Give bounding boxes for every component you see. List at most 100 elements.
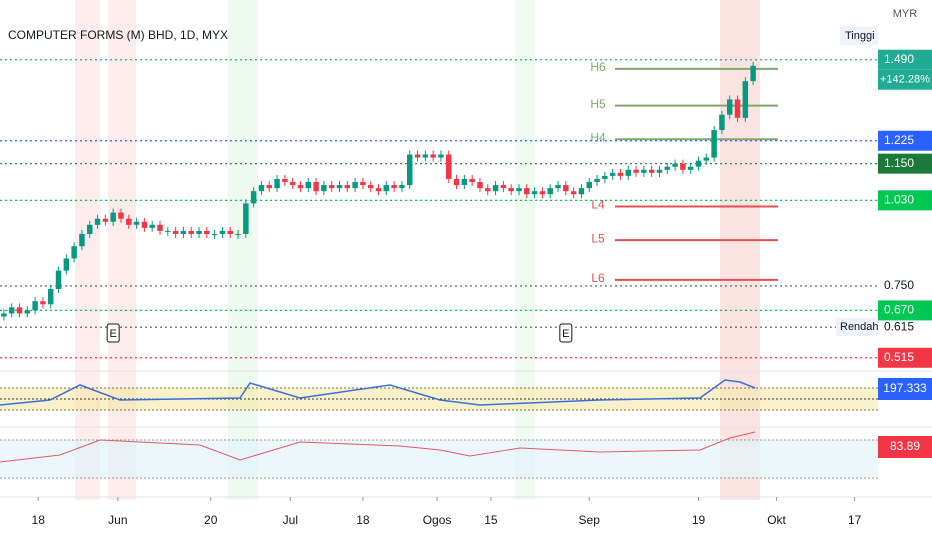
candle: [40, 301, 46, 305]
rsi-label-bg: [878, 436, 932, 458]
earnings-box: [106, 323, 120, 343]
pivot-label: H6: [590, 60, 606, 74]
candle: [258, 185, 265, 192]
pivot-label: L4: [591, 198, 605, 212]
candle: [196, 230, 202, 234]
candle: [126, 218, 132, 225]
candle: [625, 169, 631, 176]
candle: [274, 178, 280, 189]
candle: [328, 185, 335, 189]
candle: [188, 230, 194, 234]
candle: [492, 185, 499, 192]
x-tick-label: Okt: [767, 513, 786, 527]
candle: [383, 185, 390, 192]
candle: [446, 154, 452, 179]
candle: [485, 188, 491, 192]
candle: [586, 182, 592, 189]
earnings-marker: E: [562, 328, 569, 340]
signal-bands: [75, 0, 760, 500]
price-label-bg: [878, 130, 932, 151]
pivot-label: H4: [590, 130, 606, 144]
candle: [219, 230, 226, 234]
candle: [352, 182, 358, 189]
candle: [602, 175, 608, 179]
candle: [641, 169, 647, 173]
x-tick-label: 18: [32, 513, 46, 527]
x-tick-label: 19: [692, 513, 706, 527]
candle: [570, 191, 577, 195]
candle: [750, 65, 756, 82]
candle: [664, 166, 671, 170]
candle: [656, 169, 663, 173]
candle: [16, 307, 23, 314]
low-label: Rendah: [840, 321, 879, 333]
candle: [55, 270, 62, 289]
candle: [430, 154, 436, 158]
candle: [399, 185, 405, 189]
change-label: +142.28%: [880, 74, 930, 86]
price-label: 1.150: [884, 156, 914, 170]
osc-label: 197.333: [883, 381, 927, 395]
x-tick-label: 18: [356, 513, 370, 527]
candle: [422, 154, 429, 158]
candle: [266, 185, 272, 189]
candle: [102, 218, 109, 222]
candle: [118, 212, 124, 219]
candle: [500, 185, 507, 189]
candle: [94, 218, 101, 225]
change-label-bg: [878, 69, 932, 90]
price-label: 0.670: [884, 303, 914, 317]
candle: [648, 169, 655, 173]
candle: [703, 157, 710, 161]
candle: [289, 182, 296, 186]
candle: [336, 185, 343, 189]
candle: [633, 169, 639, 173]
low-label-bg: [836, 318, 878, 337]
candle: [742, 81, 749, 118]
candle: [141, 221, 148, 228]
candle: [438, 154, 444, 158]
candle: [250, 191, 257, 204]
candle: [547, 188, 553, 195]
candle: [680, 163, 686, 170]
high-label: Tinggi: [845, 30, 875, 42]
candle: [367, 185, 374, 189]
pivot-label: L6: [591, 271, 605, 285]
price-label-bg: [878, 300, 932, 321]
osc-label-bg: [878, 378, 932, 400]
x-tick-label: Sep: [579, 513, 601, 527]
candle: [516, 188, 522, 192]
x-tick-label: 20: [204, 513, 218, 527]
pivot-label: H5: [590, 97, 606, 111]
price-label: 1.490: [884, 52, 914, 66]
x-tick-label: Jun: [108, 513, 127, 527]
candle: [414, 154, 421, 158]
candle: [313, 182, 319, 192]
candle: [531, 191, 538, 195]
candle: [469, 178, 475, 183]
rsi-line: [0, 431, 756, 463]
candle: [687, 166, 694, 170]
candle: [165, 230, 171, 232]
candle: [524, 188, 530, 195]
candle: [204, 230, 210, 234]
candle: [24, 310, 31, 314]
candle: [695, 160, 702, 167]
candle: [594, 178, 600, 183]
rsi-band: [0, 440, 878, 478]
candle: [32, 301, 38, 311]
candle: [734, 99, 741, 118]
candle: [211, 233, 218, 235]
candle: [578, 188, 585, 195]
candle: [391, 185, 397, 189]
price-label: 1.030: [884, 193, 914, 207]
candle: [508, 188, 514, 192]
candle: [453, 178, 460, 186]
candle: [617, 172, 624, 176]
candle: [227, 230, 233, 234]
pivot-label: L5: [591, 231, 605, 245]
price-label: 1.225: [884, 133, 914, 147]
candle: [87, 224, 93, 234]
candle: [711, 130, 717, 158]
